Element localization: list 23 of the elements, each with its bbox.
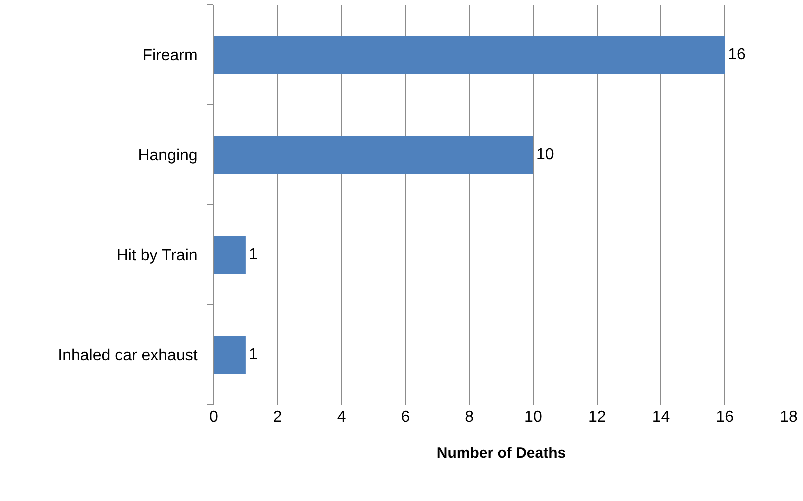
y-tick-label: Hanging bbox=[138, 148, 198, 165]
y-tick-label: Firearm bbox=[142, 48, 198, 65]
data-label: 1 bbox=[248, 346, 258, 364]
y-tick-label: Inhaled car exhaust bbox=[58, 348, 198, 365]
x-tick-label: 6 bbox=[401, 409, 410, 426]
bar bbox=[214, 336, 246, 374]
x-tick-label: 4 bbox=[337, 409, 346, 426]
x-tick-label: 2 bbox=[273, 409, 282, 426]
x-tick-label: 18 bbox=[780, 409, 798, 426]
bar bbox=[214, 236, 246, 274]
y-tick-label: Hit by Train bbox=[116, 248, 198, 265]
x-axis-title: Number of Deaths bbox=[436, 445, 566, 462]
x-tick-label: 16 bbox=[716, 409, 734, 426]
bar bbox=[214, 36, 726, 74]
data-label: 1 bbox=[248, 246, 258, 264]
bar bbox=[214, 136, 534, 174]
x-tick-label: 0 bbox=[210, 409, 219, 426]
x-tick-label: 12 bbox=[588, 409, 606, 426]
x-tick-label: 14 bbox=[652, 409, 670, 426]
x-tick-label: 8 bbox=[465, 409, 474, 426]
data-label: 10 bbox=[536, 146, 554, 164]
x-tick-label: 10 bbox=[524, 409, 542, 426]
data-label: 16 bbox=[728, 46, 746, 64]
